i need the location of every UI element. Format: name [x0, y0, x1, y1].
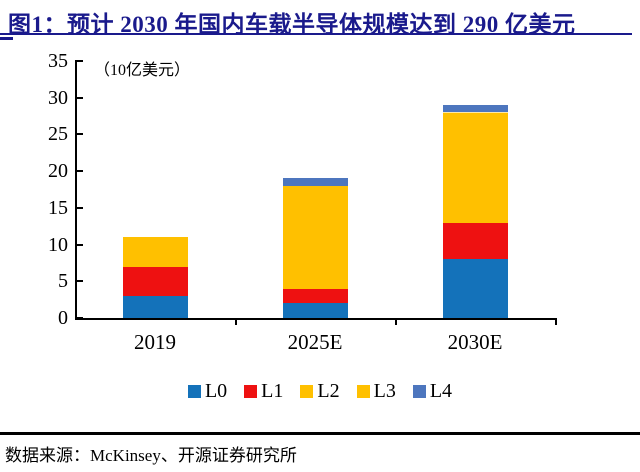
- bar-segment-2030E-L0: [442, 259, 508, 318]
- legend-label: L2: [317, 380, 340, 402]
- bar-segment-2030E-L2: [442, 127, 508, 223]
- legend-item-L4: L4: [412, 380, 453, 402]
- x-category-label: 2025E: [287, 330, 343, 354]
- legend-label: L1: [261, 380, 284, 402]
- x-tick-mark: [395, 318, 397, 325]
- y-tick-mark: [75, 243, 83, 246]
- legend-label: L3: [373, 380, 396, 402]
- y-tick-label: 0: [58, 307, 68, 329]
- bar-segment-2030E-L3: [442, 112, 508, 128]
- data-source: 数据来源：McKinsey、开源证券研究所: [5, 446, 297, 465]
- x-category-label: 2019: [134, 330, 176, 354]
- legend-swatch-L4: [412, 384, 426, 398]
- y-tick-label: 20: [48, 160, 68, 183]
- x-axis-line: [75, 318, 556, 320]
- legend-swatch-L2: [300, 384, 314, 398]
- legend-label: L0: [204, 380, 228, 402]
- legend-item-L0: L0: [187, 380, 228, 402]
- y-tick-label: 10: [48, 233, 68, 256]
- legend-label: L4: [429, 380, 453, 402]
- y-tick-mark: [75, 133, 83, 136]
- y-tick-label: 15: [48, 196, 68, 219]
- legend-swatch-L3: [356, 384, 370, 398]
- bar-segment-2019-L0: [122, 295, 188, 318]
- legend-swatch-L1: [244, 384, 258, 398]
- y-axis-unit-label: （10亿美元）: [94, 62, 191, 79]
- footer-rule: [0, 432, 640, 435]
- title-underline: [0, 33, 632, 35]
- x-category-label: 2030E: [447, 330, 503, 354]
- y-tick-label: 30: [48, 86, 68, 109]
- legend-item-L2: L2: [300, 380, 340, 402]
- chart-legend: L0 L1 L2 L3 L4: [0, 381, 640, 401]
- bar-segment-2030E-L1: [442, 222, 508, 260]
- figure-title: 图1：预计 2030 年国内车载半导体规模达到 290 亿美元: [8, 12, 576, 37]
- legend-swatch-L0: [187, 384, 201, 398]
- y-tick-label: 5: [58, 270, 68, 293]
- y-tick-mark: [75, 170, 83, 173]
- title-underline-dash: [0, 37, 13, 40]
- y-tick-mark: [75, 60, 83, 62]
- y-tick-mark: [75, 317, 83, 319]
- bar-segment-2019-L1: [122, 266, 188, 296]
- y-tick-label: 35: [48, 50, 68, 72]
- y-axis-line: [75, 62, 77, 319]
- bar-segment-2025E-L0: [282, 303, 348, 318]
- legend-item-L3: L3: [356, 380, 396, 402]
- y-tick-label: 25: [48, 123, 68, 146]
- x-tick-mark: [555, 318, 557, 325]
- y-tick-mark: [75, 206, 83, 209]
- x-tick-mark: [235, 318, 237, 325]
- bar-segment-2025E-L1: [282, 288, 348, 304]
- bar-segment-2019-L2: [122, 237, 188, 267]
- bar-segment-2030E-L4: [442, 105, 508, 113]
- bar-segment-2025E-L2: [282, 185, 348, 289]
- bar-segment-2025E-L4: [282, 178, 348, 186]
- legend-item-L1: L1: [244, 381, 283, 401]
- y-tick-mark: [75, 280, 83, 283]
- y-tick-mark: [75, 96, 83, 99]
